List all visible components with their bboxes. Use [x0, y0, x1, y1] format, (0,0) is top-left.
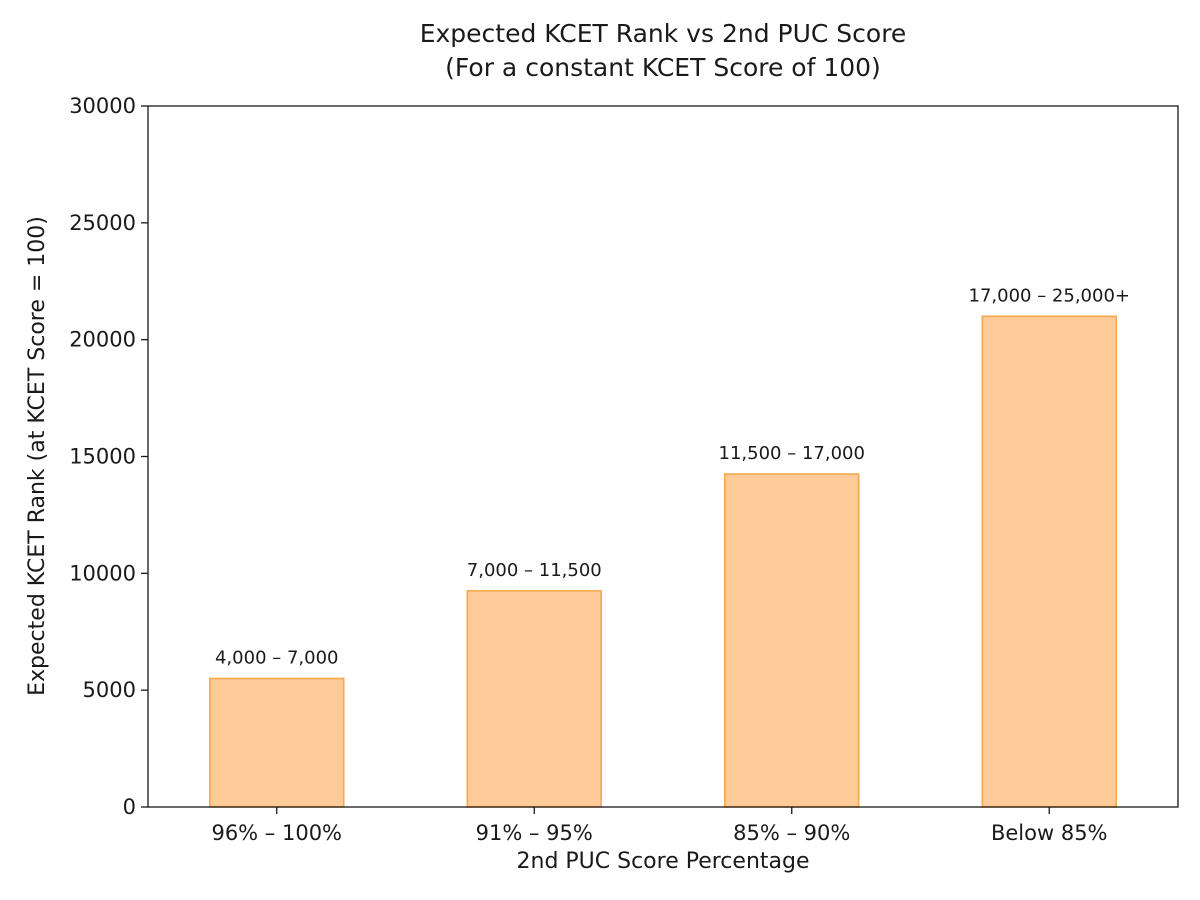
bar [981, 315, 1117, 808]
bar [209, 677, 345, 808]
bar-data-label: 4,000 – 7,000 [215, 647, 339, 668]
chart-subtitle: (For a constant KCET Score of 100) [445, 53, 881, 82]
chart-title: Expected KCET Rank vs 2nd PUC Score [420, 19, 907, 48]
x-axis-label: 2nd PUC Score Percentage [517, 849, 810, 874]
y-tick-label: 15000 [69, 445, 136, 469]
bar-data-label: 7,000 – 11,500 [467, 560, 602, 581]
x-tick-label: 91% – 95% [476, 821, 593, 845]
bar-data-label: 11,500 – 17,000 [719, 443, 865, 464]
y-axis-label: Expected KCET Rank (at KCET Score = 100) [25, 216, 50, 696]
bar-labels-layer: 4,000 – 7,000 7,000 – 11,500 11,500 – 17,0… [215, 285, 1130, 668]
bars-layer [209, 315, 1117, 808]
y-tick-label: 10000 [69, 561, 136, 585]
bar-data-label: 17,000 – 25,000+ [969, 285, 1131, 306]
bar [466, 590, 602, 808]
x-tick-label: Below 85% [991, 821, 1108, 845]
x-axis-ticks: 96% – 100% 91% – 95% 85% – 90% Below 85% [211, 807, 1108, 845]
y-tick-label: 30000 [69, 94, 136, 118]
y-tick-label: 5000 [83, 678, 136, 702]
x-tick-label: 96% – 100% [211, 821, 342, 845]
x-tick-label: 85% – 90% [733, 821, 850, 845]
bar [723, 473, 860, 808]
y-tick-label: 25000 [69, 211, 136, 235]
y-tick-label: 20000 [69, 328, 136, 352]
y-axis-ticks: 0 5000 10000 15000 20000 25000 30000 [69, 94, 148, 819]
y-tick-label: 0 [123, 795, 136, 819]
